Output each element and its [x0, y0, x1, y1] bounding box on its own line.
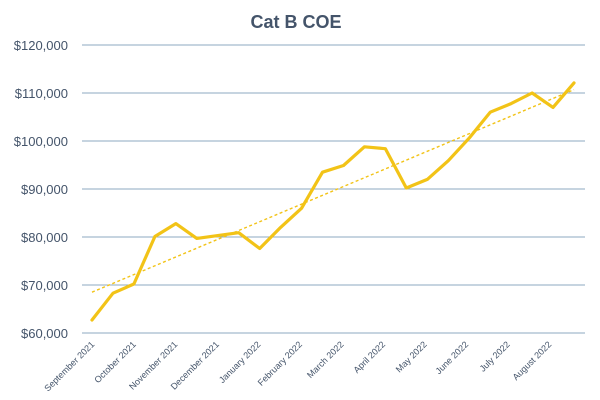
x-tick-label: January 2022 — [217, 339, 263, 385]
x-tick-label: July 2022 — [478, 339, 512, 373]
y-tick-label: $110,000 — [15, 86, 68, 101]
x-tick-label: March 2022 — [305, 339, 346, 380]
x-tick-label: June 2022 — [434, 339, 471, 376]
trendline — [91, 88, 575, 293]
x-tick-label: October 2021 — [92, 339, 138, 385]
y-tick-label: $70,000 — [21, 278, 68, 293]
series-line — [90, 81, 576, 322]
chart-title: Cat B COE — [250, 12, 341, 32]
y-tick-label: $90,000 — [21, 182, 68, 197]
x-tick-label: August 2022 — [511, 339, 554, 382]
y-tick-label: $120,000 — [14, 38, 68, 53]
x-tick-label: February 2022 — [256, 339, 304, 387]
series-layer — [90, 81, 576, 322]
gridlines — [82, 44, 585, 334]
y-tick-label: $100,000 — [14, 134, 68, 149]
x-tick-label: May 2022 — [394, 339, 429, 374]
y-tick-label: $60,000 — [21, 326, 68, 341]
y-tick-label: $80,000 — [21, 230, 68, 245]
x-tick-label: September 2021 — [42, 339, 96, 393]
x-tick-label: April 2022 — [352, 339, 388, 375]
y-axis-tick-labels: $60,000 $70,000 $80,000 $90,000 $100,000 $110… — [14, 38, 68, 341]
